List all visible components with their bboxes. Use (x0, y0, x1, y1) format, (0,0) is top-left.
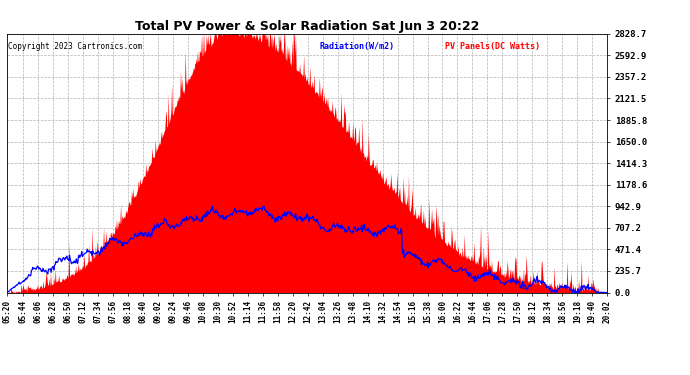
Text: Radiation(W/m2): Radiation(W/m2) (319, 42, 394, 51)
Text: Copyright 2023 Cartronics.com: Copyright 2023 Cartronics.com (8, 42, 142, 51)
Title: Total PV Power & Solar Radiation Sat Jun 3 20:22: Total PV Power & Solar Radiation Sat Jun… (135, 20, 480, 33)
Text: PV Panels(DC Watts): PV Panels(DC Watts) (445, 42, 540, 51)
